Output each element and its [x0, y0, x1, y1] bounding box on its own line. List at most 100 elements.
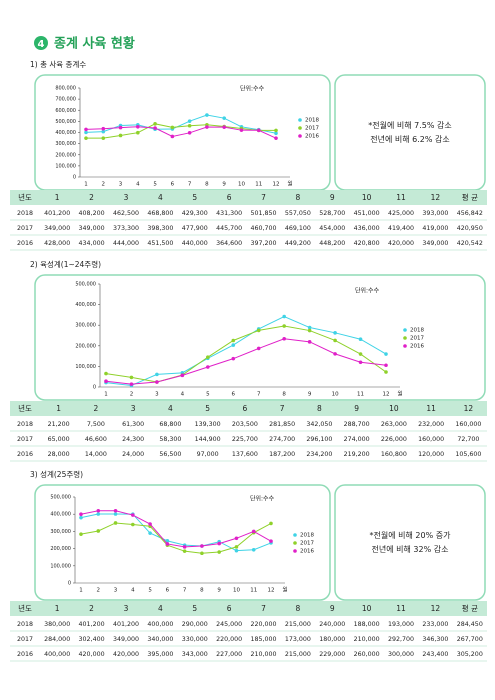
- y-tick-label: 500,000: [75, 282, 96, 288]
- table-cell: 451,000: [354, 210, 380, 217]
- data-point: [153, 126, 157, 130]
- data-point: [384, 352, 388, 356]
- y-tick-label: 300,000: [75, 323, 96, 329]
- data-point: [155, 380, 159, 384]
- data-point: [113, 508, 118, 513]
- data-point: [307, 340, 312, 344]
- table-header: 10: [362, 193, 372, 202]
- table-header: 7: [261, 193, 266, 202]
- x-tick-label: 8: [200, 588, 204, 594]
- table-cell: 2017: [17, 636, 33, 643]
- table-header: 7: [261, 604, 266, 613]
- x-tick-label: 5: [153, 182, 157, 188]
- table-cell: 245,000: [216, 621, 242, 628]
- table-header: 6: [242, 404, 247, 413]
- y-tick-label: 100,000: [75, 364, 96, 370]
- table-cell: 2016: [17, 451, 33, 458]
- table-header-bg: [10, 401, 487, 416]
- table-cell: 284,450: [457, 621, 483, 628]
- table-cell: 434,000: [79, 240, 105, 247]
- y-tick-label: 100,000: [50, 563, 71, 569]
- series-line: [86, 123, 277, 139]
- data-point: [358, 360, 363, 365]
- table-cell: 203,500: [232, 421, 258, 428]
- data-point: [187, 131, 192, 135]
- table-cell: 274,700: [269, 436, 295, 443]
- x-tick-label: 2: [102, 182, 106, 188]
- data-point: [239, 128, 244, 132]
- table-cell: 300,000: [388, 651, 414, 658]
- data-point: [170, 125, 175, 130]
- table-header: 9: [330, 604, 335, 613]
- data-point: [217, 550, 221, 554]
- x-tick-label: 6: [166, 588, 170, 594]
- table-cell: 144,900: [195, 436, 221, 443]
- table-cell: 210,000: [354, 636, 380, 643]
- table-cell: 340,000: [147, 636, 173, 643]
- x-tick-label: 10: [332, 392, 339, 398]
- table-cell: 420,000: [388, 240, 414, 247]
- data-point: [131, 522, 135, 527]
- y-tick-label: 200,000: [75, 343, 96, 349]
- table-cell: 436,000: [354, 225, 380, 232]
- chart-frame: [34, 484, 331, 601]
- table-cell: 2018: [17, 210, 33, 217]
- section-heading: 1) 총 사육 종계수: [30, 59, 86, 69]
- data-point: [136, 124, 140, 129]
- table-cell: 160,000: [418, 436, 444, 443]
- x-tick-label: 12: [268, 588, 275, 594]
- table-cell: 215,000: [285, 621, 311, 628]
- table-cell: 425,000: [388, 210, 414, 217]
- table-cell: 7,500: [87, 421, 105, 428]
- table-cell: 346,300: [422, 636, 448, 643]
- series-line: [80, 522, 272, 554]
- table-cell: 401,200: [44, 210, 70, 217]
- table-cell: 364,600: [216, 240, 242, 247]
- data-point: [307, 328, 312, 333]
- table-header: 12: [464, 404, 474, 413]
- y-tick-label: 600,000: [55, 108, 76, 114]
- table-cell: 2018: [17, 421, 33, 428]
- table-cell: 227,000: [216, 651, 242, 658]
- x-tick-label: 11: [255, 182, 262, 188]
- data-point: [251, 548, 256, 552]
- legend-marker: [298, 126, 302, 130]
- data-point: [96, 512, 101, 516]
- unit-label: 단위:수수: [355, 287, 380, 295]
- table-header: 1: [55, 193, 60, 202]
- table-cell: 233,000: [422, 621, 448, 628]
- data-point: [206, 355, 210, 359]
- legend-marker: [293, 549, 297, 553]
- legend-label: 2016: [305, 134, 319, 140]
- x-tick-label: 11: [357, 392, 364, 398]
- table-header: 11: [396, 193, 406, 202]
- data-point: [170, 134, 175, 139]
- data-point: [165, 539, 170, 543]
- table-cell: 2016: [17, 651, 33, 658]
- table-cell: 290,000: [182, 621, 208, 628]
- table-cell: 373,300: [113, 225, 139, 232]
- x-tick-label: 5: [206, 392, 210, 398]
- y-tick-label: 300,000: [50, 529, 71, 535]
- table-cell: 260,000: [354, 651, 380, 658]
- x-tick-label: 10: [238, 182, 245, 188]
- data-point: [358, 337, 363, 342]
- x-tick-label: 4: [181, 392, 185, 398]
- section-heading: 3) 성계(25주령): [30, 469, 83, 479]
- table-header: 5: [192, 193, 197, 202]
- data-point: [234, 545, 239, 549]
- table-cell: 234,200: [306, 451, 332, 458]
- table-cell: 240,000: [319, 621, 345, 628]
- table-cell: 419,400: [388, 225, 414, 232]
- table-cell: 68,800: [159, 421, 181, 428]
- legend-label: 2016: [300, 549, 314, 555]
- section-heading: 2) 육성계(1~24주령): [30, 259, 101, 269]
- table-cell: 349,000: [79, 225, 105, 232]
- table-header: 3: [131, 404, 136, 413]
- table-cell: 243,400: [422, 651, 448, 658]
- data-point: [187, 119, 192, 123]
- table-header: 12: [431, 193, 441, 202]
- table-header: 1: [55, 604, 60, 613]
- x-tick-label: 12: [383, 392, 390, 398]
